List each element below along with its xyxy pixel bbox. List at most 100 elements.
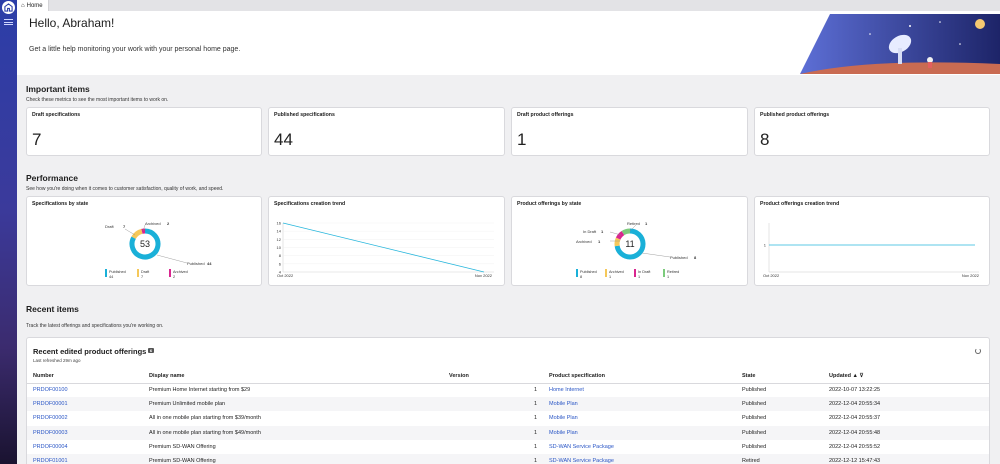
table-row[interactable]: PRDOF00004 Premium SD-WAN Offering 1 SD-WAN…: [27, 440, 989, 454]
column-header-updated[interactable]: Updated ▲ ⊽: [823, 369, 989, 384]
y-tick-label: 4: [279, 270, 282, 275]
offerings-table: Number Display name Version Product spec…: [27, 369, 989, 464]
slice-label: Archived 1: [576, 239, 620, 244]
column-header-display-name[interactable]: Display name: [143, 369, 443, 384]
metric-label: Published product offerings: [760, 112, 830, 118]
space-illustration: [800, 14, 1000, 74]
refresh-icon[interactable]: [975, 348, 981, 354]
column-header-version[interactable]: Version: [443, 369, 543, 384]
updated: 2022-12-04 20:55:48: [823, 425, 989, 440]
metric-card-draft-product-offerings[interactable]: Draft product offerings 1: [511, 107, 748, 156]
table-row[interactable]: PRDOF00003 All in one mobile plan startin…: [27, 425, 989, 440]
product-specification-link[interactable]: Mobile Plan: [543, 425, 736, 440]
slice-name: Published: [670, 255, 688, 260]
product-specification-link[interactable]: SD-WAN Service Package: [543, 453, 736, 464]
metric-card-draft-specifications[interactable]: Draft specifications 7: [26, 107, 262, 156]
legend-value: 1: [609, 275, 611, 279]
table-row[interactable]: PRDOF01001 Premium SD-WAN Offering 1 SD-WAN…: [27, 453, 989, 464]
product-specification-link[interactable]: Mobile Plan: [549, 415, 578, 422]
slice-value: 8: [694, 255, 697, 260]
slice-label: Draft 7: [105, 224, 136, 236]
legend-label: Published: [109, 270, 126, 274]
offering-number-link[interactable]: PRDOF00004: [33, 443, 68, 450]
offering-number-link[interactable]: PRDOF00002: [33, 415, 68, 422]
y-tick-label: 16: [277, 221, 282, 226]
y-tick-label: 14: [277, 229, 282, 234]
tab-home[interactable]: ⌂ Home: [17, 0, 49, 11]
list-title: Recent edited product offerings 6: [33, 347, 154, 356]
metric-value: 8: [760, 130, 770, 149]
product-specification-link[interactable]: Home Internet: [549, 387, 584, 394]
y-tick-label: 8: [279, 253, 282, 258]
leader-line: [609, 231, 622, 236]
legend-swatch: [105, 269, 107, 277]
slice-value: 1: [601, 229, 604, 234]
slice-label: Retired 1: [627, 221, 648, 232]
slice-value: 1: [598, 239, 601, 244]
chart-card-specifications-by-state: Specifications by state 53 Published 44 Dra…: [26, 196, 262, 286]
metric-value: 44: [274, 130, 293, 149]
donut-slice-draft: [131, 228, 143, 240]
y-tick-label: 12: [277, 237, 282, 242]
column-header-number[interactable]: Number: [27, 369, 143, 384]
line-chart-specifications-trend: 4 6 8 10 12 14 16 Oct 2022 Nov 2022: [277, 221, 494, 278]
display-name: Premium Unlimited mobile plan: [143, 397, 443, 412]
chart-title: Product offerings by state: [517, 201, 582, 207]
menu-icon[interactable]: [4, 18, 13, 26]
y-tick-label: 6: [279, 261, 282, 266]
table-row[interactable]: PRDOF00002 All in one mobile plan startin…: [27, 411, 989, 425]
version: 1: [443, 425, 543, 440]
legend-label: Archived: [609, 270, 624, 274]
state: Published: [742, 443, 767, 450]
legend-label: Published: [580, 270, 597, 274]
important-items-title: Important items: [26, 84, 90, 94]
metric-value: 7: [32, 130, 42, 149]
legend-swatch: [137, 269, 139, 277]
offering-number-link[interactable]: PRDOF01001: [27, 453, 143, 464]
offering-number-link[interactable]: PRDOF00100: [33, 387, 68, 394]
state: Retired: [736, 453, 823, 464]
home-icon: ⌂: [21, 2, 25, 9]
app-logo-icon[interactable]: [2, 1, 15, 14]
offering-number-link[interactable]: PRDOF00001: [27, 397, 143, 412]
left-nav-rail: [0, 0, 17, 464]
state: Published: [742, 415, 767, 422]
tab-home-label: Home: [26, 2, 43, 9]
donut-slice-in-draft: [615, 230, 625, 240]
chart-title: Specifications by state: [32, 201, 89, 207]
metric-card-published-product-offerings[interactable]: Published product offerings 8: [754, 107, 990, 156]
donut-center-total: 53: [140, 239, 150, 249]
product-specification-link[interactable]: Mobile Plan: [543, 397, 736, 412]
state: Published: [736, 397, 823, 412]
updated: 2022-12-04 20:55:52: [829, 443, 881, 450]
greeting-subtitle: Get a little help monitoring your work w…: [29, 46, 241, 53]
x-tick-label: Nov 2022: [962, 273, 980, 278]
greeting-title: Hello, Abraham!: [29, 16, 115, 30]
performance-subtitle: See how you're doing when it comes to cu…: [26, 186, 224, 192]
slice-label: In Draft 1: [583, 229, 622, 236]
slice-name: Published: [187, 261, 205, 266]
column-header-state[interactable]: State: [736, 369, 823, 384]
slice-value: 44: [207, 261, 212, 266]
slice-value: 1: [645, 221, 648, 226]
slice-name: Draft: [105, 224, 115, 229]
metric-value: 1: [517, 130, 527, 149]
table-row[interactable]: PRDOF00100 Premium Home Internet starting…: [27, 383, 989, 397]
slice-value: 7: [123, 224, 126, 229]
x-tick-label: Nov 2022: [475, 273, 493, 278]
legend-swatch: [169, 269, 171, 277]
product-specification-link[interactable]: SD-WAN Service Package: [549, 443, 614, 450]
table-row[interactable]: PRDOF00001 Premium Unlimited mobile plan 1…: [27, 397, 989, 412]
column-header-product-specification[interactable]: Product specification: [543, 369, 736, 384]
display-name: All in one mobile plan starting from $49…: [143, 425, 443, 440]
metric-label: Draft product offerings: [517, 112, 574, 118]
metric-card-published-specifications[interactable]: Published specifications 44: [268, 107, 505, 156]
metric-label: Published specifications: [274, 112, 335, 118]
offering-number-link[interactable]: PRDOF00003: [27, 425, 143, 440]
slice-value: 2: [167, 221, 170, 226]
leader-line: [142, 224, 146, 232]
state: Published: [742, 387, 767, 394]
recent-items-title: Recent items: [26, 304, 79, 314]
legend-label: Draft: [141, 270, 150, 274]
